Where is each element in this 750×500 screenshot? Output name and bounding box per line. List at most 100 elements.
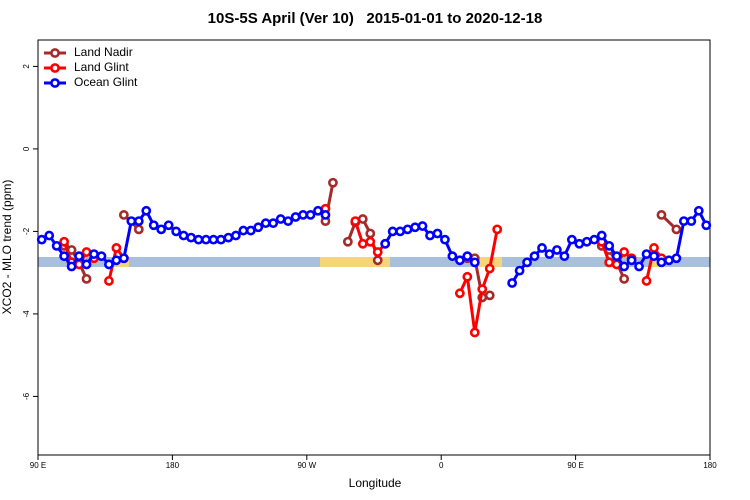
data-point: [619, 247, 630, 257]
data-point: [469, 257, 480, 268]
data-point: [604, 257, 615, 268]
data-point: [163, 220, 174, 231]
data-point: [328, 177, 338, 188]
data-point: [626, 255, 637, 266]
data-point: [44, 230, 55, 241]
data-point: [148, 220, 159, 231]
x-tick-label: 0: [439, 461, 444, 470]
data-point: [96, 251, 107, 262]
data-point: [693, 205, 704, 216]
y-tick-label: -4: [22, 310, 31, 318]
data-point: [118, 210, 129, 220]
data-point: [171, 226, 182, 237]
data-point: [492, 224, 503, 235]
data-point: [507, 278, 518, 288]
x-tick-label: 90 E: [567, 461, 583, 470]
data-point: [89, 249, 99, 260]
y-tick-label: -6: [22, 392, 31, 400]
data-point: [111, 255, 122, 266]
y-tick-label: 2: [22, 64, 31, 69]
data-point: [402, 224, 413, 235]
data-point: [566, 234, 577, 245]
data-point: [656, 257, 667, 268]
data-point: [208, 234, 219, 245]
data-point: [678, 216, 689, 226]
data-point: [469, 327, 480, 338]
data-point: [238, 225, 249, 236]
y-tick-label: -2: [22, 227, 31, 235]
data-point: [320, 210, 331, 220]
x-axis-label: Longitude: [349, 476, 402, 490]
legend-label: Land Glint: [74, 60, 129, 74]
data-point: [634, 261, 644, 272]
data-point: [454, 288, 465, 299]
data-point: [365, 228, 376, 239]
data-point: [133, 216, 144, 226]
data-point: [484, 263, 495, 274]
data-point: [581, 236, 592, 247]
data-point: [664, 255, 674, 266]
data-point: [514, 265, 525, 276]
chart-title: 10S-5S April (Ver 10) 2015-01-01 to 2020…: [208, 10, 543, 27]
data-point: [357, 238, 368, 249]
x-tick-label: 90 E: [30, 461, 46, 470]
data-point: [387, 226, 398, 237]
data-point: [417, 221, 428, 231]
data-point: [656, 210, 667, 220]
data-point: [686, 216, 697, 226]
data-point: [268, 218, 279, 229]
data-point: [283, 216, 294, 226]
data-point: [649, 251, 659, 262]
data-point: [641, 249, 652, 260]
data-point: [357, 214, 368, 224]
land-strip: [320, 257, 390, 267]
data-point: [440, 234, 450, 245]
data-point: [537, 243, 547, 253]
x-tick-label: 180: [166, 461, 180, 470]
data-point: [245, 225, 256, 236]
data-point: [671, 224, 682, 235]
data-point: [313, 205, 323, 216]
data-point: [156, 224, 167, 235]
data-point: [596, 230, 607, 241]
data-point: [350, 216, 361, 226]
data-point: [671, 253, 682, 264]
data-point: [604, 240, 615, 251]
data-point: [544, 249, 555, 260]
data-point: [178, 230, 189, 241]
data-point: [462, 271, 473, 282]
data-point: [118, 253, 129, 264]
legend-label: Land Nadir: [74, 45, 133, 59]
data-point: [589, 234, 600, 245]
data-point: [201, 234, 211, 245]
data-point: [522, 257, 532, 268]
data-point: [81, 273, 92, 284]
x-tick-label: 180: [703, 461, 717, 470]
data-point: [230, 230, 241, 241]
data-point: [193, 234, 204, 245]
data-point: [552, 245, 562, 255]
data-point: [104, 276, 114, 286]
data-point: [66, 261, 77, 272]
data-point: [81, 259, 92, 270]
data-point: [372, 247, 383, 257]
plot-frame: [37, 39, 711, 456]
data-point: [365, 236, 376, 247]
data-point: [410, 222, 420, 233]
data-point: [133, 224, 144, 235]
legend-marker: [50, 63, 60, 73]
data-point: [342, 236, 353, 247]
data-point: [305, 210, 316, 220]
data-point: [574, 238, 585, 249]
data-point: [380, 238, 391, 249]
y-axis-label: XCO2 - MLO trend (ppm): [0, 180, 14, 315]
x-tick-label: 90 W: [297, 461, 316, 470]
data-point: [216, 234, 226, 245]
data-point: [253, 222, 264, 233]
data-point: [186, 232, 196, 243]
data-point: [484, 290, 495, 301]
data-point: [372, 255, 383, 266]
data-point: [529, 251, 540, 262]
